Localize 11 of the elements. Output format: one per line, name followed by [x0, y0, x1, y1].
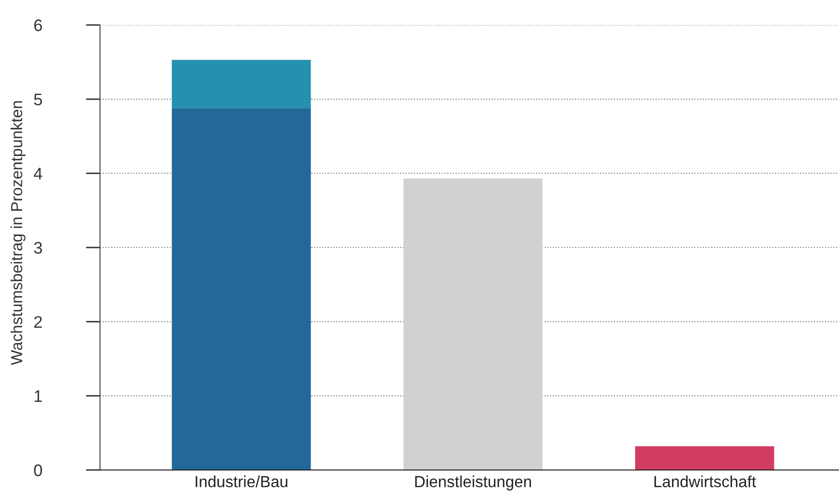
x-tick-label: Landwirtschaft: [654, 476, 756, 488]
y-tick-label: 1: [34, 390, 42, 402]
y-axis-title: Wachstumsbeitrag in Prozentpunkten: [10, 101, 26, 365]
y-tick-label: 3: [34, 242, 42, 254]
x-tick-label: Dienstleistungen: [415, 476, 531, 490]
y-tick-label: 2: [34, 316, 42, 328]
y-tick-label: 4: [34, 168, 42, 180]
y-tick-label: 6: [34, 19, 42, 32]
y-tick-label: 5: [34, 94, 42, 106]
x-tick-label: Industrie/Bau: [196, 476, 288, 488]
y-tick-label: 0: [34, 464, 42, 476]
